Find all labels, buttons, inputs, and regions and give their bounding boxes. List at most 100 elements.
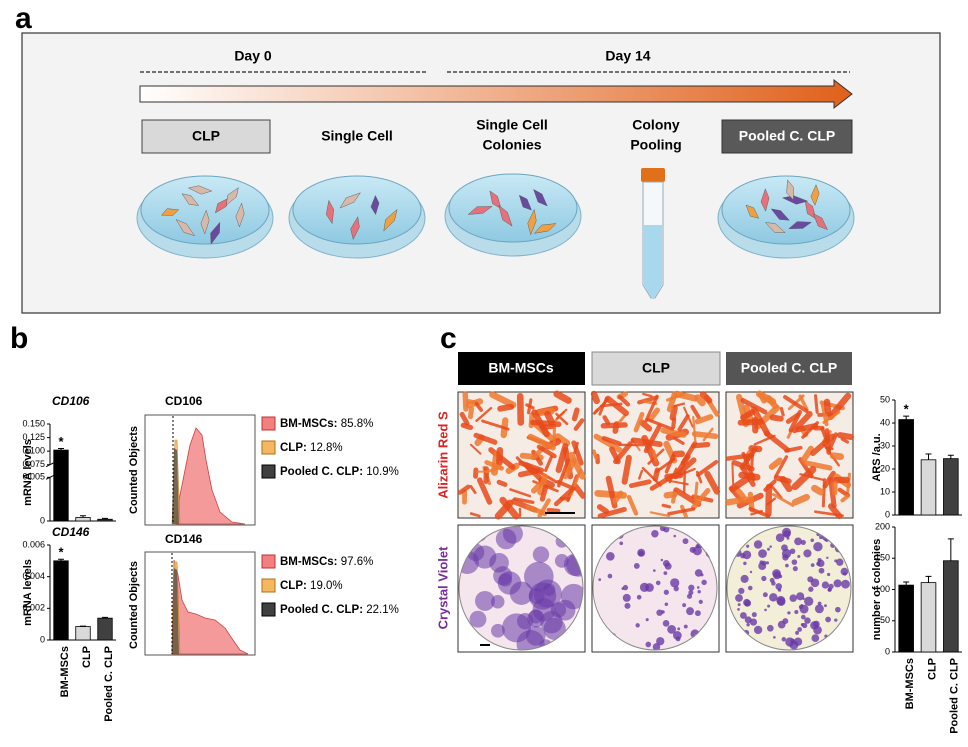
legend-value: 10.9% [366, 466, 399, 478]
colony [662, 620, 670, 627]
step-box [721, 119, 853, 154]
legend-swatch [261, 464, 276, 479]
stain-streak [644, 394, 659, 423]
legend-swatch [261, 416, 276, 431]
colony [475, 590, 495, 611]
stain-streak [469, 484, 477, 495]
stain-streak [822, 410, 841, 424]
stain-streak [648, 407, 661, 422]
stain-streak [496, 479, 508, 487]
panel-label: b [10, 322, 28, 355]
colony [619, 541, 624, 546]
stain-streak [602, 415, 611, 426]
histogram-curve [175, 427, 246, 525]
colony [633, 562, 640, 569]
colony [469, 610, 487, 628]
colony [746, 544, 750, 548]
colony [635, 623, 640, 628]
stain-streak [641, 466, 662, 487]
cell [350, 216, 360, 241]
colony [532, 546, 550, 563]
colony [662, 560, 670, 567]
stain-streak [667, 507, 696, 516]
stain-streak [536, 444, 557, 459]
cell [370, 195, 380, 216]
colony [622, 593, 631, 602]
stain-streak [748, 506, 771, 518]
stain-streak [484, 460, 505, 471]
stain-streak [639, 419, 653, 432]
colony [737, 603, 741, 607]
axis-label: Counted Objects [128, 561, 140, 649]
colony [663, 589, 669, 595]
cell [226, 187, 239, 206]
colony [636, 594, 642, 600]
bar [97, 617, 113, 641]
colony [738, 587, 745, 595]
stain-streak [555, 408, 568, 420]
y-tick-label: 0 [40, 515, 45, 525]
colony [769, 593, 778, 602]
colony [663, 571, 668, 576]
cell [760, 188, 770, 212]
colony [810, 538, 815, 543]
y-tick-label: 0.125 [22, 432, 45, 442]
legend-name: BM-MSCs: [280, 418, 338, 430]
cell [339, 192, 361, 209]
header-box [726, 352, 852, 385]
stain-streak [724, 496, 750, 506]
stain-streak [621, 454, 632, 485]
stain-streak [546, 507, 561, 514]
step-label: Single Cell [476, 117, 548, 133]
stain-streak [663, 491, 678, 499]
stain-streak [516, 393, 525, 426]
colony [700, 573, 704, 577]
colony [841, 579, 850, 589]
colony [824, 604, 827, 608]
colony [740, 553, 746, 559]
colony [683, 624, 688, 629]
legend-swatch [261, 602, 276, 617]
cell [788, 221, 812, 229]
stain-streak [740, 397, 768, 415]
colony [746, 622, 750, 627]
stain-streak [813, 510, 844, 517]
legend-name: CLP: [280, 442, 307, 454]
colony [688, 584, 695, 591]
chart-title: CD146 [52, 525, 90, 539]
plate-rim [726, 525, 852, 651]
colony [655, 580, 661, 586]
colony [794, 537, 803, 546]
colony [817, 601, 822, 606]
error-bar [903, 581, 910, 586]
stain-streak [592, 449, 598, 460]
time-arrow [139, 78, 853, 110]
step-label: Colony [632, 117, 680, 133]
colony [793, 637, 803, 646]
step-box [141, 119, 271, 154]
colony [751, 612, 757, 618]
cell [383, 208, 398, 232]
error-bar [58, 558, 64, 561]
stain-streak [637, 395, 659, 405]
colony [761, 575, 767, 582]
colony [800, 614, 806, 620]
y-tick-label: 0 [40, 634, 45, 644]
stain-streak [459, 411, 470, 426]
stain-streak [571, 407, 580, 422]
colony [622, 584, 629, 591]
x-tick-label: CLP [81, 646, 93, 668]
colony [686, 593, 693, 599]
colony [765, 561, 770, 565]
stain-streak [597, 506, 627, 519]
x-tick-label: Pooled C. CLP [949, 658, 961, 734]
column-header: BM-MSCs [488, 360, 554, 376]
error-bar [925, 453, 932, 460]
stain-streak [555, 443, 569, 474]
colony [827, 572, 831, 577]
stain-streak [699, 391, 713, 404]
cell [161, 208, 180, 216]
cell [210, 221, 221, 245]
colony [769, 545, 772, 548]
colony [767, 604, 771, 608]
